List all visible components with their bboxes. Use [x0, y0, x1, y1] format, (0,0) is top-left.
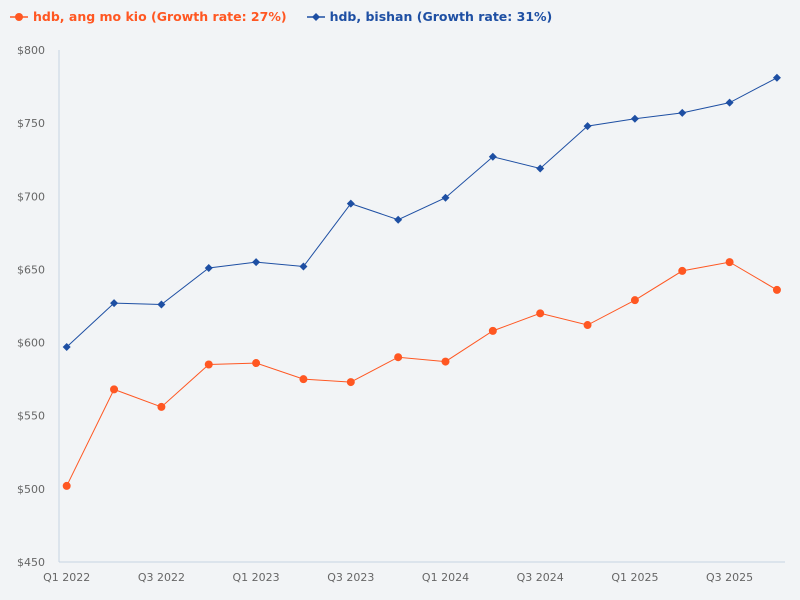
data-point	[62, 342, 71, 351]
data-point	[583, 122, 592, 131]
y-tick-label: $550	[17, 410, 45, 423]
data-point	[725, 258, 734, 267]
y-tick-label: $750	[17, 117, 45, 130]
data-point	[346, 378, 355, 387]
data-point	[630, 114, 639, 123]
data-point	[252, 359, 261, 368]
legend: hdb, ang mo kio (Growth rate: 27%) hdb, …	[10, 9, 552, 24]
y-tick-label: $600	[17, 337, 45, 350]
data-point	[536, 309, 545, 318]
data-point	[488, 326, 497, 335]
data-point	[583, 321, 592, 330]
y-tick-label: $450	[17, 556, 45, 569]
data-point	[204, 360, 213, 369]
data-point	[110, 299, 119, 308]
data-point	[772, 285, 781, 294]
data-point	[394, 353, 403, 362]
circle-marker-icon	[10, 12, 28, 21]
data-point	[62, 481, 71, 490]
data-point	[441, 357, 450, 366]
data-point	[252, 258, 261, 267]
legend-item-ang-mo-kio[interactable]: hdb, ang mo kio (Growth rate: 27%)	[10, 9, 287, 24]
x-tick-label: Q3 2024	[517, 571, 564, 584]
y-tick-label: $500	[17, 483, 45, 496]
data-point	[110, 385, 119, 394]
legend-item-bishan[interactable]: hdb, bishan (Growth rate: 31%)	[306, 9, 553, 24]
data-point	[772, 73, 781, 82]
data-point	[394, 215, 403, 224]
data-point	[157, 402, 166, 411]
data-point	[299, 375, 308, 384]
data-point	[204, 263, 213, 272]
y-tick-label: $650	[17, 263, 45, 276]
x-tick-label: Q1 2025	[611, 571, 658, 584]
series-line-1	[66, 77, 778, 348]
data-point	[441, 193, 450, 202]
x-tick-label: Q1 2022	[43, 571, 90, 584]
data-point	[725, 98, 734, 107]
legend-label: hdb, bishan (Growth rate: 31%)	[329, 9, 553, 24]
data-point	[346, 199, 355, 208]
data-point	[678, 266, 687, 275]
legend-label: hdb, ang mo kio (Growth rate: 27%)	[33, 9, 287, 24]
data-point	[488, 152, 497, 161]
x-tick-label: Q1 2023	[233, 571, 280, 584]
data-point	[536, 164, 545, 173]
series-line-0	[66, 261, 778, 487]
x-tick-label: Q3 2025	[706, 571, 753, 584]
data-point	[678, 108, 687, 117]
data-point	[299, 262, 308, 271]
data-point	[157, 300, 166, 309]
x-tick-label: Q1 2024	[422, 571, 469, 584]
y-tick-label: $700	[17, 190, 45, 203]
y-tick-label: $800	[17, 44, 45, 57]
x-tick-label: Q3 2023	[327, 571, 374, 584]
x-tick-label: Q3 2022	[138, 571, 185, 584]
diamond-marker-icon	[306, 12, 325, 21]
data-point	[630, 296, 639, 305]
